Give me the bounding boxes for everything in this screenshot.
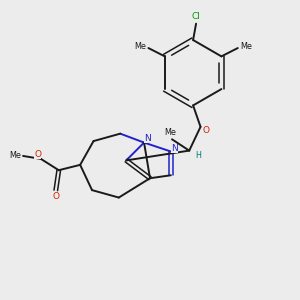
Text: Me: Me xyxy=(134,42,146,51)
Text: O: O xyxy=(202,126,209,135)
Text: Me: Me xyxy=(164,128,176,137)
Text: H: H xyxy=(195,152,201,160)
Text: N: N xyxy=(171,144,178,153)
Text: O: O xyxy=(52,193,59,202)
Text: O: O xyxy=(34,150,41,159)
Text: Cl: Cl xyxy=(192,12,200,21)
Text: N: N xyxy=(144,134,151,143)
Text: Me: Me xyxy=(9,151,21,160)
Text: Me: Me xyxy=(240,42,252,51)
